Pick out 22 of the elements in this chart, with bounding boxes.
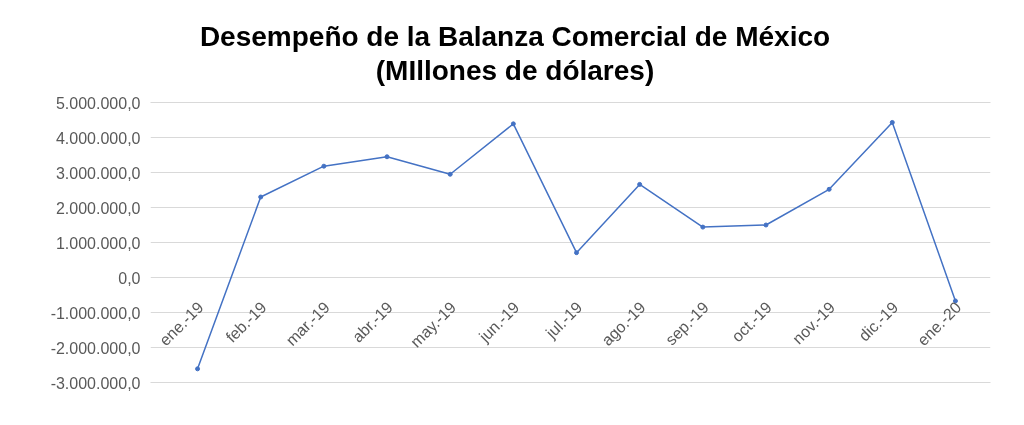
point bbox=[195, 366, 201, 372]
y-tick-label: 4.000.000,0 bbox=[55, 129, 141, 147]
point bbox=[321, 163, 327, 169]
y-tick-label: 2.000.000,0 bbox=[55, 199, 141, 217]
point bbox=[700, 224, 706, 230]
point bbox=[384, 154, 390, 160]
y-tick-label: 5.000.000,0 bbox=[55, 94, 141, 112]
point bbox=[637, 181, 643, 187]
point bbox=[447, 171, 453, 177]
point bbox=[574, 250, 579, 256]
point bbox=[258, 194, 264, 200]
y-tick-label: -2.000.000,0 bbox=[50, 339, 141, 357]
point bbox=[763, 222, 769, 228]
y-tick-label: 3.000.000,0 bbox=[55, 164, 141, 182]
y-tick-label: -1.000.000,0 bbox=[50, 304, 141, 322]
point bbox=[889, 119, 895, 125]
y-tick-label: -3.000.000,0 bbox=[50, 374, 141, 392]
point bbox=[510, 121, 516, 127]
chart-title: Desempeño de la Balanza Comercial de México (MIllones de dólares) bbox=[199, 20, 831, 88]
y-tick-label: 1.000.000,0 bbox=[55, 234, 141, 252]
point bbox=[826, 186, 832, 192]
y-tick-label: 0,0 bbox=[118, 269, 141, 287]
